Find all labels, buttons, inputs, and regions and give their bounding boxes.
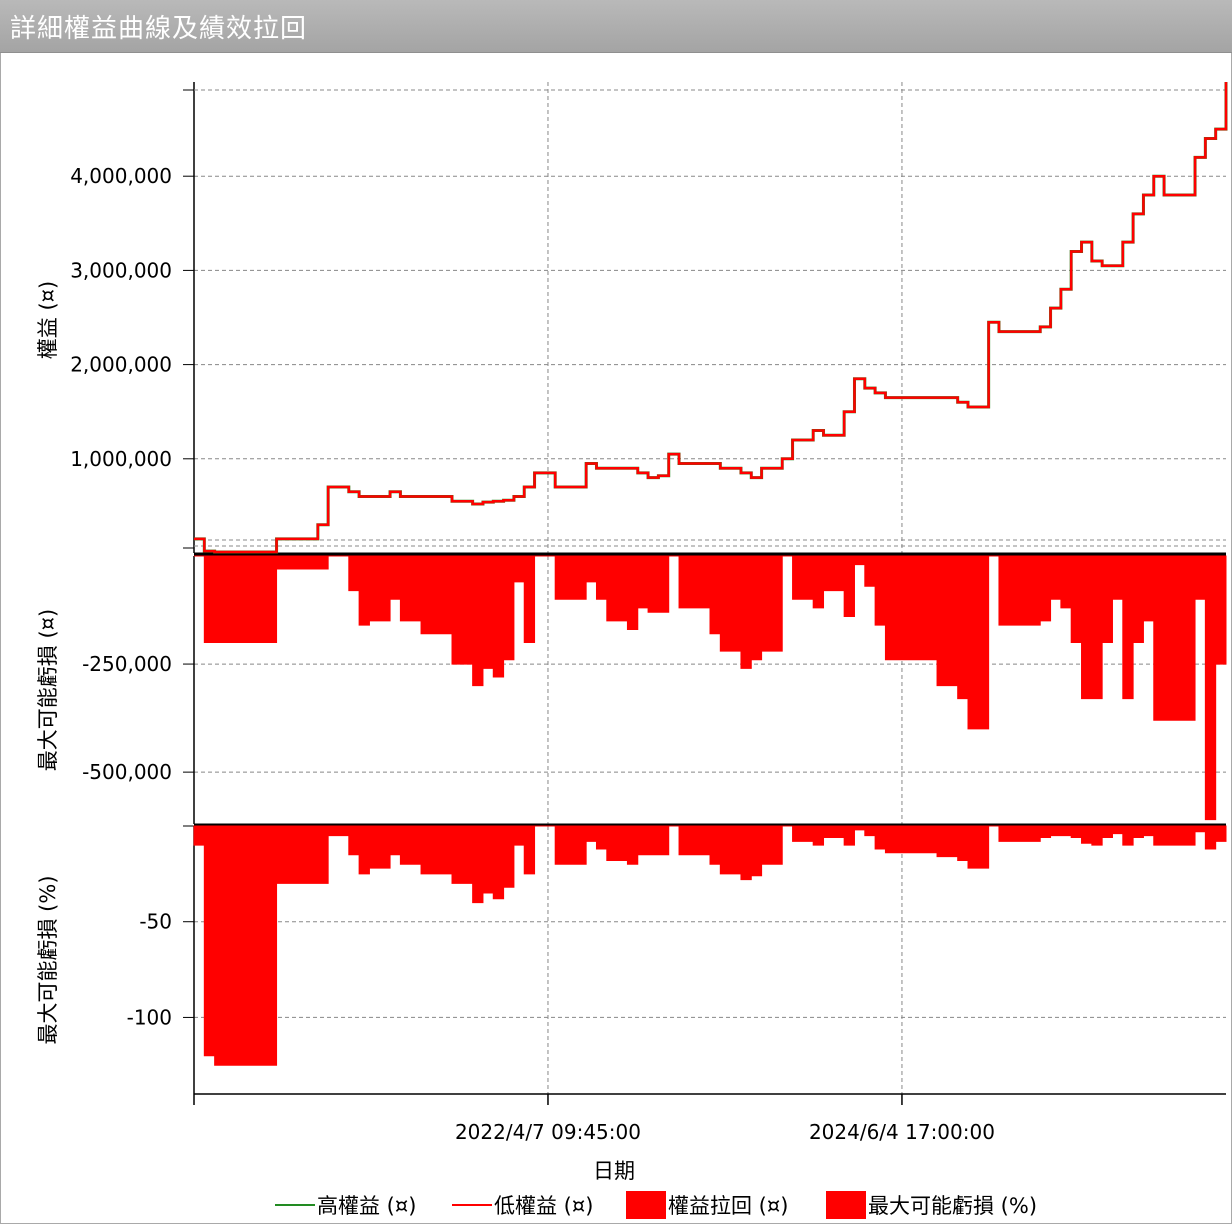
x-tick-label: 2022/4/7 09:45:00 xyxy=(455,1120,641,1144)
legend-label: 權益拉回 (¤) xyxy=(668,1194,788,1218)
y-label-drawdown-value: 最大可能虧損 (¤) xyxy=(36,609,60,771)
y-label-equity: 權益 (¤) xyxy=(36,281,60,359)
legend-item: 高權益 (¤) xyxy=(275,1194,416,1218)
y-ticks-drawdown-percent: -50 -100 xyxy=(127,910,194,1029)
y-tick-label: -500,000 xyxy=(82,760,172,784)
y-label-drawdown-percent: 最大可能虧損 (%) xyxy=(36,875,60,1044)
legend-label: 高權益 (¤) xyxy=(317,1194,416,1218)
panel-drawdown-percent: 最大可能虧損 (%) -50 -100 xyxy=(36,825,1227,1066)
y-tick-label: 3,000,000 xyxy=(70,258,172,282)
x-axis-label: 日期 xyxy=(593,1159,635,1183)
series-high-equity xyxy=(194,82,1228,554)
y-ticks-drawdown-value: -250,000 -500,000 xyxy=(82,652,194,784)
grid-lines xyxy=(183,82,1226,1095)
series-drawdown-value xyxy=(194,555,1227,821)
panel-equity: 權益 (¤) 1,000,000 2,000,000 3,000,000 4,000,… xyxy=(36,82,1228,554)
title-bar: 詳細權益曲線及績效拉回 xyxy=(0,0,1232,53)
y-tick-label: 2,000,000 xyxy=(70,353,172,377)
panel-drawdown-value: 最大可能虧損 (¤) -250,000 -500,000 xyxy=(36,555,1227,821)
legend-label: 低權益 (¤) xyxy=(494,1194,593,1218)
x-ticks: 2022/4/7 09:45:00 2024/6/4 17:00:00 xyxy=(193,1094,995,1144)
y-ticks-equity: 1,000,000 2,000,000 3,000,000 4,000,000 xyxy=(70,164,194,471)
y-tick-label: -100 xyxy=(127,1005,172,1029)
window-title: 詳細權益曲線及績效拉回 xyxy=(10,14,308,44)
legend-label: 最大可能虧損 (%) xyxy=(868,1194,1037,1218)
legend-swatch xyxy=(626,1191,666,1219)
y-tick-label: 1,000,000 xyxy=(70,447,172,471)
legend: 高權益 (¤) 低權益 (¤) 權益拉回 (¤) 最大可能虧損 (%) xyxy=(275,1191,1037,1219)
y-tick-label: -50 xyxy=(139,910,172,934)
y-tick-label: -250,000 xyxy=(82,652,172,676)
legend-swatch xyxy=(826,1191,866,1219)
series-drawdown-percent xyxy=(193,825,1227,1066)
legend-item: 低權益 (¤) xyxy=(452,1194,593,1218)
series-low-equity xyxy=(194,82,1228,554)
legend-item: 權益拉回 (¤) xyxy=(626,1191,788,1219)
x-tick-label: 2024/6/4 17:00:00 xyxy=(809,1120,995,1144)
y-tick-label: 4,000,000 xyxy=(70,164,172,188)
legend-item: 最大可能虧損 (%) xyxy=(826,1191,1037,1219)
